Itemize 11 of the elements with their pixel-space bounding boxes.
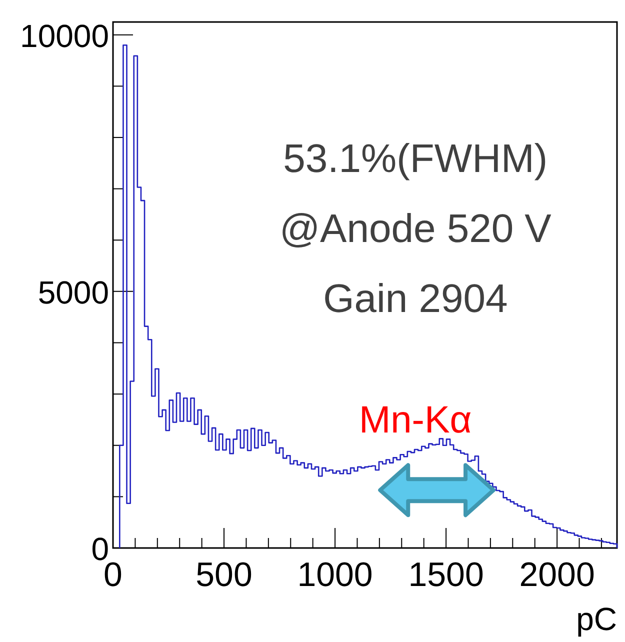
x-tick-label: 500 — [196, 556, 252, 594]
x-tick-label: 1500 — [408, 556, 484, 594]
annotation: @Anode 520 V — [279, 207, 552, 251]
annotation: 53.1%(FWHM) — [283, 137, 548, 181]
annotation: Gain 2904 — [323, 277, 508, 321]
annotation: Mn-Kα — [359, 399, 472, 442]
x-tick-label: 1000 — [297, 556, 373, 594]
y-tick-label: 10000 — [20, 18, 109, 54]
y-tick-label: 5000 — [38, 274, 109, 310]
x-axis-title: pC — [576, 601, 617, 637]
x-tick-label: 2000 — [519, 556, 595, 594]
